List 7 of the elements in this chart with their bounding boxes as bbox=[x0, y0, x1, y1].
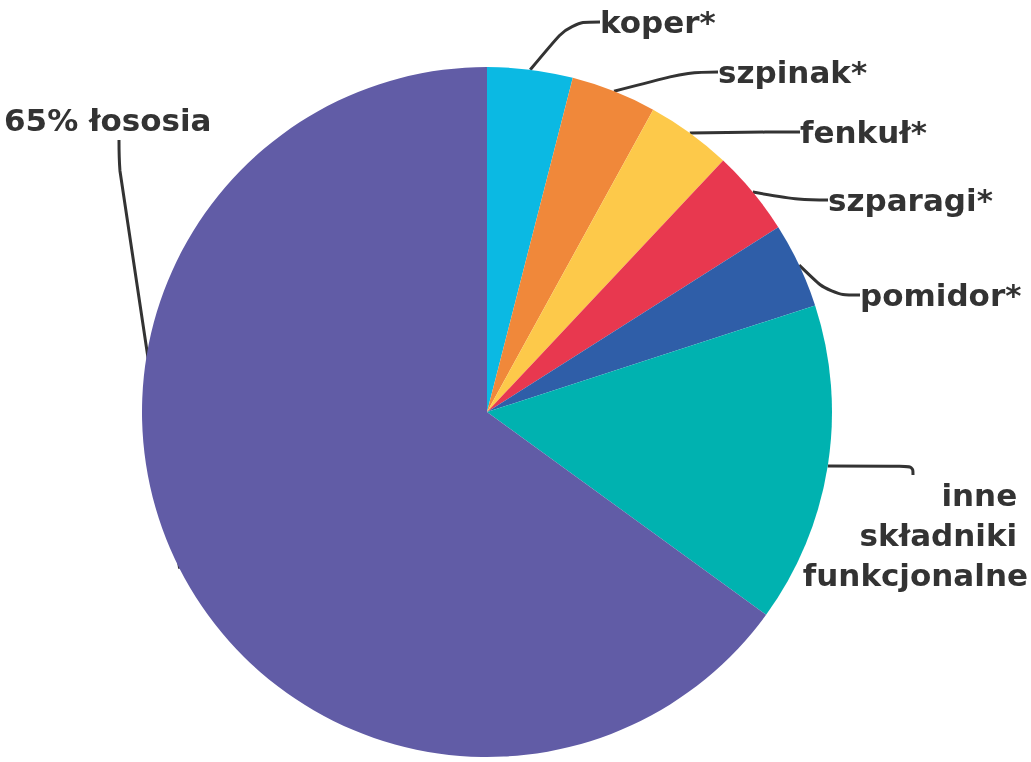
slice-label: koper* bbox=[600, 4, 716, 40]
slice-label: pomidor* bbox=[860, 277, 1022, 313]
slice-label: szpinak* bbox=[718, 54, 868, 90]
slice-label: 65% łososia bbox=[4, 102, 212, 138]
slice-label: szparagi* bbox=[828, 182, 993, 218]
slice-label: fenkuł* bbox=[800, 114, 927, 150]
slice-label: inne składniki funkcjonalne bbox=[802, 477, 1028, 593]
